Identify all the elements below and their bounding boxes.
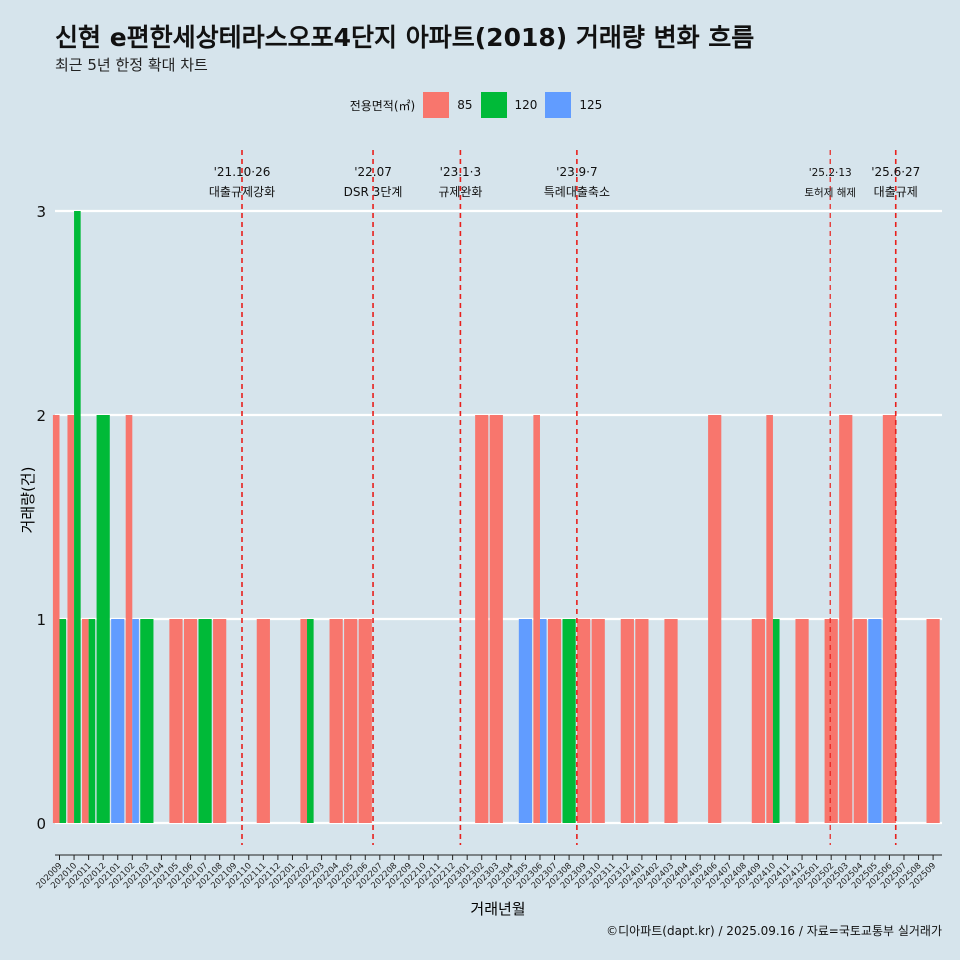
event-label-3: 특례대출축소 <box>544 185 610 199</box>
bar-202312-85 <box>620 619 634 823</box>
bar-202204-85 <box>329 619 343 823</box>
bar-202303-85 <box>489 415 503 823</box>
y-axis: 0 1 2 3 <box>36 203 46 833</box>
footer-credit: ©디아파트(dapt.kr) / 2025.09.16 / 자료=국토교통부 실… <box>606 924 942 938</box>
bar-202310-85 <box>591 619 605 823</box>
bar-202202-85 <box>300 619 308 823</box>
chart-subtitle: 최근 5년 한정 확대 차트 <box>55 56 208 74</box>
legend-swatch-120 <box>480 92 507 118</box>
y-axis-title: 거래량(건) <box>19 467 37 534</box>
bar-202205-85 <box>344 619 358 823</box>
bar-202509-85 <box>926 619 940 823</box>
bar-202105-85 <box>169 619 183 823</box>
event-markers: '21.10·26 대출규제강화 '22.07 DSR 3단계 '23.1·3 규제완화 '… <box>209 150 920 845</box>
bar-202009-85 <box>52 415 60 823</box>
bar-202306-125 <box>539 619 547 823</box>
bar-202401-85 <box>635 619 649 823</box>
bar-202102-125 <box>132 619 139 823</box>
bars <box>52 211 940 823</box>
bar-202011-85 <box>82 619 89 823</box>
bar-202403-85 <box>664 619 678 823</box>
event-date-5: '25.6·27 <box>871 165 920 179</box>
event-date-1: '22.07 <box>354 165 392 179</box>
bar-202308-120 <box>562 619 576 823</box>
bar-202202-120 <box>307 619 314 823</box>
legend-item-120: 120 <box>480 92 538 118</box>
bar-202410-85 <box>766 415 773 823</box>
bar-202206-85 <box>358 619 372 823</box>
event-date-2: '23.1·3 <box>440 165 481 179</box>
bar-202010-85 <box>67 415 75 823</box>
bar-202111-85 <box>256 619 270 823</box>
bar-202107-120 <box>198 619 212 823</box>
legend-item-85: 85 <box>423 92 473 118</box>
bar-202106-85 <box>183 619 198 823</box>
legend-title: 전용면적(㎡) <box>349 98 416 113</box>
bar-202307-85 <box>547 619 562 823</box>
legend: 전용면적(㎡) 85 120 125 <box>0 92 960 118</box>
x-axis: 2020092020102020112020122021012021022021… <box>35 854 942 891</box>
event-label-1: DSR 3단계 <box>344 185 403 199</box>
event-date-3: '23.9·7 <box>556 165 597 179</box>
bar-202503-85 <box>839 415 853 823</box>
bar-202011-120 <box>88 619 96 823</box>
bar-202108-85 <box>213 619 227 823</box>
bar-202406-85 <box>708 415 722 823</box>
bar-202409-85 <box>751 619 765 823</box>
bar-202103-120 <box>140 619 154 823</box>
bar-202410-120 <box>772 619 780 823</box>
event-label-4: 토허제 해제 <box>804 186 856 199</box>
bar-202305-125 <box>518 619 533 823</box>
bar-202504-85 <box>853 619 867 823</box>
bar-202302-85 <box>475 415 489 823</box>
bar-202306-85 <box>533 415 540 823</box>
bar-202502-85 <box>824 619 838 823</box>
legend-label-125: 125 <box>579 98 603 112</box>
legend-swatch-125 <box>545 92 572 118</box>
bar-202101-125 <box>111 619 125 823</box>
x-axis-title: 거래년월 <box>470 900 525 918</box>
bar-202506-85 <box>882 415 897 823</box>
y-tick-label-0: 0 <box>36 815 46 833</box>
event-label-2: 규제완화 <box>438 185 482 199</box>
legend-item-125: 125 <box>545 92 602 118</box>
y-tick-label-3: 3 <box>36 203 46 221</box>
y-tick-label-2: 2 <box>36 407 46 425</box>
legend-label-85: 85 <box>457 98 473 112</box>
bar-202012-120 <box>96 415 110 823</box>
event-date-4: '25.2·13 <box>809 167 852 179</box>
y-tick-label-1: 1 <box>36 611 46 629</box>
bar-202412-85 <box>795 619 809 823</box>
legend-label-120: 120 <box>514 98 538 112</box>
legend-swatch-85 <box>423 92 450 118</box>
event-date-0: '21.10·26 <box>214 165 271 179</box>
event-label-5: 대출규제 <box>874 185 918 199</box>
bar-202505-125 <box>868 619 882 823</box>
chart-title: 신현 e편한세상테라스오포4단지 아파트(2018) 거래량 변화 흐름 <box>55 23 755 52</box>
bar-202309-85 <box>577 619 591 823</box>
bar-202010-120 <box>74 211 81 823</box>
bar-202102-85 <box>125 415 133 823</box>
bar-202009-120 <box>59 619 67 823</box>
event-label-0: 대출규제강화 <box>209 185 275 199</box>
